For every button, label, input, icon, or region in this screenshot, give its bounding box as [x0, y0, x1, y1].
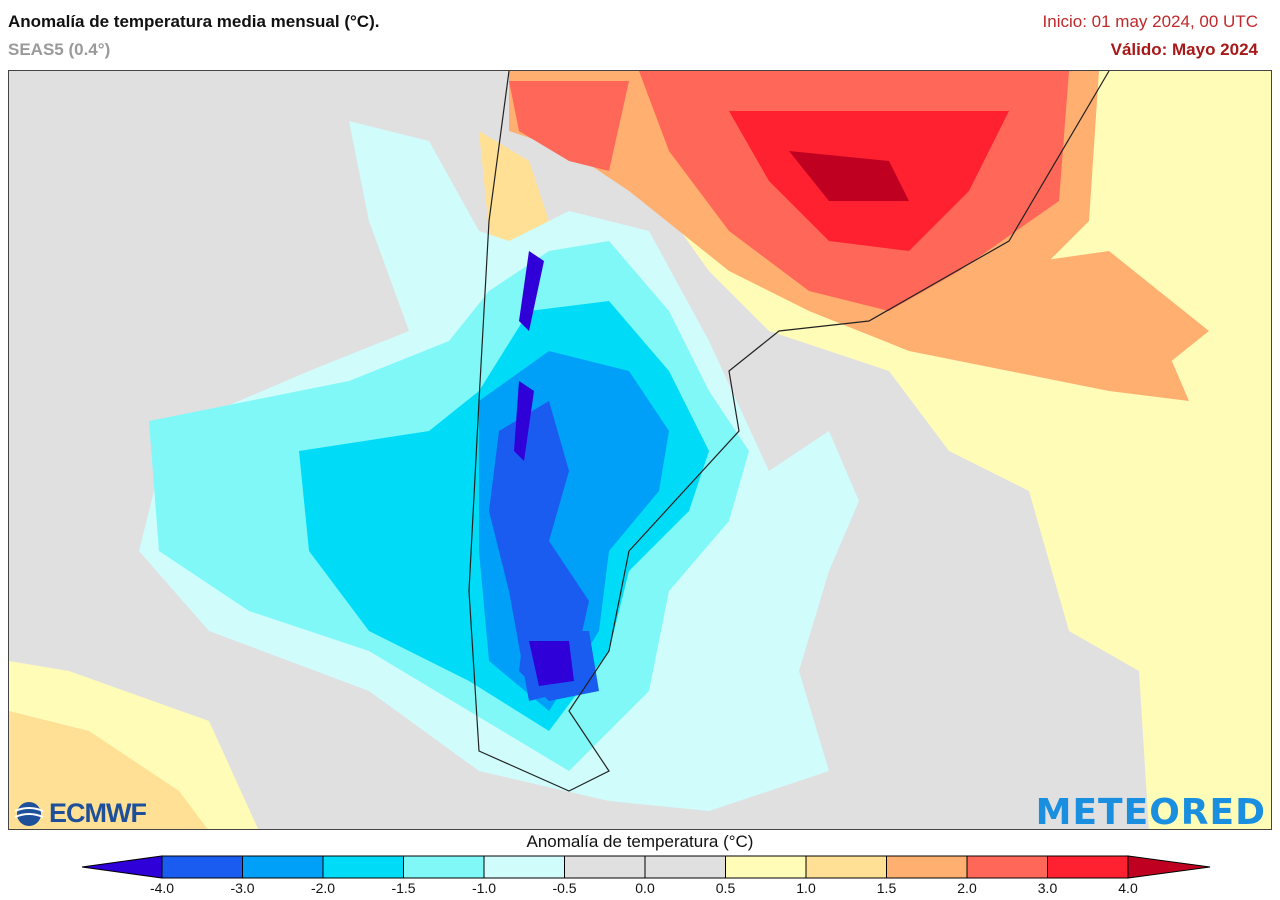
colorbar-bin: [483, 855, 565, 879]
colorbar-tick-label: 3.0: [1037, 880, 1058, 896]
colorbar-tick-label: -3.0: [230, 880, 255, 896]
ecmwf-emblem-icon: [14, 801, 44, 826]
colorbar-bin: [966, 855, 1048, 879]
colorbar-bin: [644, 855, 726, 879]
anomaly-map: [8, 70, 1272, 830]
valid-period: Válido: Mayo 2024: [1110, 40, 1258, 59]
colorbar-tick-label: 2.0: [957, 880, 977, 896]
colorbar-tick-label: -2.0: [310, 880, 336, 896]
colorbar-extend-high: [1127, 855, 1211, 879]
colorbar-extend-low: [81, 855, 163, 879]
colorbar-tick-label: 1.5: [876, 880, 897, 896]
colorbar-bin: [242, 855, 324, 879]
colorbar-bin: [1047, 855, 1129, 879]
model-label: SEAS5 (0.4°): [8, 40, 111, 59]
colorbar-tick-label: 0.5: [715, 880, 736, 896]
colorbar-tick-label: 0.0: [635, 880, 655, 896]
meteored-logo: METEORED: [1035, 792, 1266, 833]
colorbar-tick-label: -1.0: [471, 880, 497, 896]
colorbar-bin: [564, 855, 646, 879]
colorbar-bin: [725, 855, 807, 879]
init-date: Inicio: 01 may 2024, 00 UTC: [1042, 12, 1258, 31]
colorbar-tick-label: 4.0: [1118, 880, 1138, 896]
colorbar-bin: [403, 855, 485, 879]
map-canvas: [9, 71, 1271, 829]
colorbar: [81, 855, 1211, 879]
colorbar-bin: [322, 855, 404, 879]
colorbar-tick-label: -4.0: [149, 880, 175, 896]
colorbar-tick-label: -0.5: [552, 880, 577, 896]
colorbar-tick-label: 1.0: [796, 880, 816, 896]
colorbar-bin: [161, 855, 243, 879]
colorbar-bin: [886, 855, 968, 879]
colorbar-bin: [805, 855, 887, 879]
ecmwf-text: ECMWF: [49, 798, 147, 828]
map-title: Anomalía de temperatura media mensual (°…: [8, 12, 380, 31]
legend-title: Anomalía de temperatura (°C): [526, 832, 754, 851]
colorbar-tick-label: -1.5: [391, 880, 416, 896]
ecmwf-logo: ECMWF: [12, 798, 147, 829]
